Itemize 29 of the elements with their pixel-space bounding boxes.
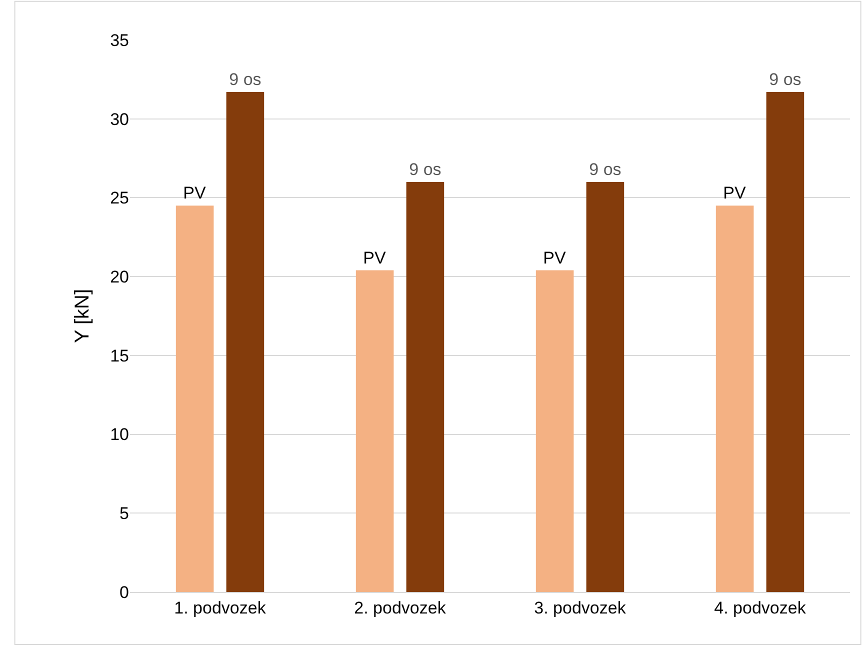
text: 9 os: [589, 160, 622, 179]
series-label: 9 os: [229, 70, 262, 90]
x-tick-label: 4. podvozek: [714, 598, 806, 618]
y-tick-label: 0: [120, 582, 129, 602]
text: PV: [723, 184, 746, 203]
x-tick-label: 3. podvozek: [534, 598, 626, 618]
x-tick-label: 2. podvozek: [354, 598, 446, 618]
bar: [716, 206, 754, 592]
y-tick-label: 35: [110, 30, 129, 50]
y-tick-label: 30: [110, 110, 129, 129]
text: PV: [543, 248, 566, 268]
bar: [586, 182, 624, 592]
bar: [356, 270, 394, 592]
bar: [406, 182, 444, 592]
bar: [226, 92, 264, 592]
x-tick-label: 1. podvozek: [174, 598, 266, 618]
bar: [766, 92, 804, 592]
text: PV: [363, 248, 386, 268]
y-tick-label: 5: [120, 504, 129, 524]
y-tick-label: 20: [110, 268, 129, 287]
bar: [536, 270, 574, 592]
y-tick-label: 25: [110, 188, 129, 208]
text: 9 os: [769, 70, 802, 90]
y-tick-label: 10: [110, 425, 129, 444]
bar: [176, 206, 214, 592]
y-tick-label: 15: [110, 346, 129, 366]
series-label: PV: [183, 184, 206, 203]
y-axis-title: Y [kN]: [72, 288, 94, 344]
text: 9 os: [409, 160, 442, 179]
